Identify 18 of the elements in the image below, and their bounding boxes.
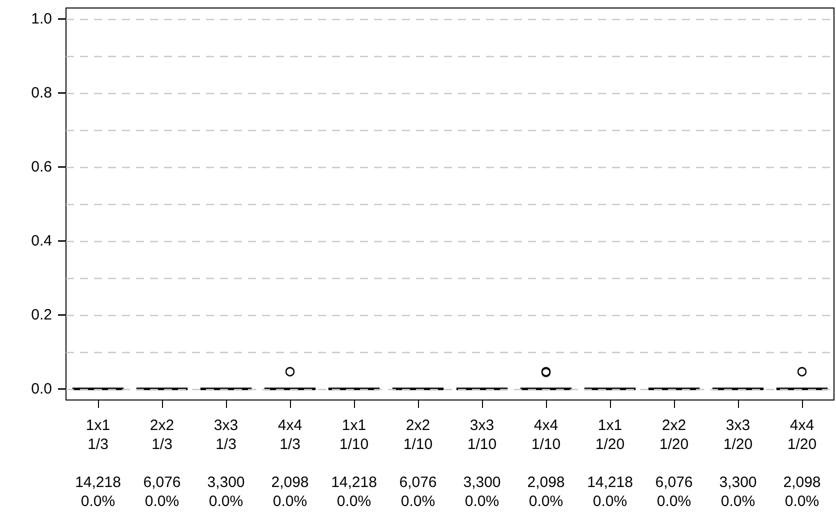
category-label: 1x1 1/20 14,218 0.0% <box>587 417 633 510</box>
y-tick-label: 0.0 <box>31 380 52 398</box>
y-tick-label: 1.0 <box>31 10 52 28</box>
category-label: 4x4 1/10 2,098 0.0% <box>527 417 565 510</box>
y-tick-label: 0.2 <box>31 306 52 324</box>
category-label: 2x2 1/20 6,076 0.0% <box>655 417 693 510</box>
y-tick-label: 0.8 <box>31 84 52 102</box>
category-label: 3x3 1/20 3,300 0.0% <box>719 417 757 510</box>
category-label: 3x3 1/3 3,300 0.0% <box>207 417 245 510</box>
category-label: 2x2 1/10 6,076 0.0% <box>399 417 437 510</box>
category-label: 1x1 1/10 14,218 0.0% <box>331 417 377 510</box>
category-label: 4x4 1/3 2,098 0.0% <box>271 417 309 510</box>
y-tick-label: 0.6 <box>31 158 52 176</box>
category-label: 1x1 1/3 14,218 0.0% <box>75 417 121 510</box>
category-label: 2x2 1/3 6,076 0.0% <box>143 417 181 510</box>
category-label: 4x4 1/20 2,098 0.0% <box>783 417 821 510</box>
category-label: 3x3 1/10 3,300 0.0% <box>463 417 501 510</box>
y-tick-label: 0.4 <box>31 232 52 250</box>
